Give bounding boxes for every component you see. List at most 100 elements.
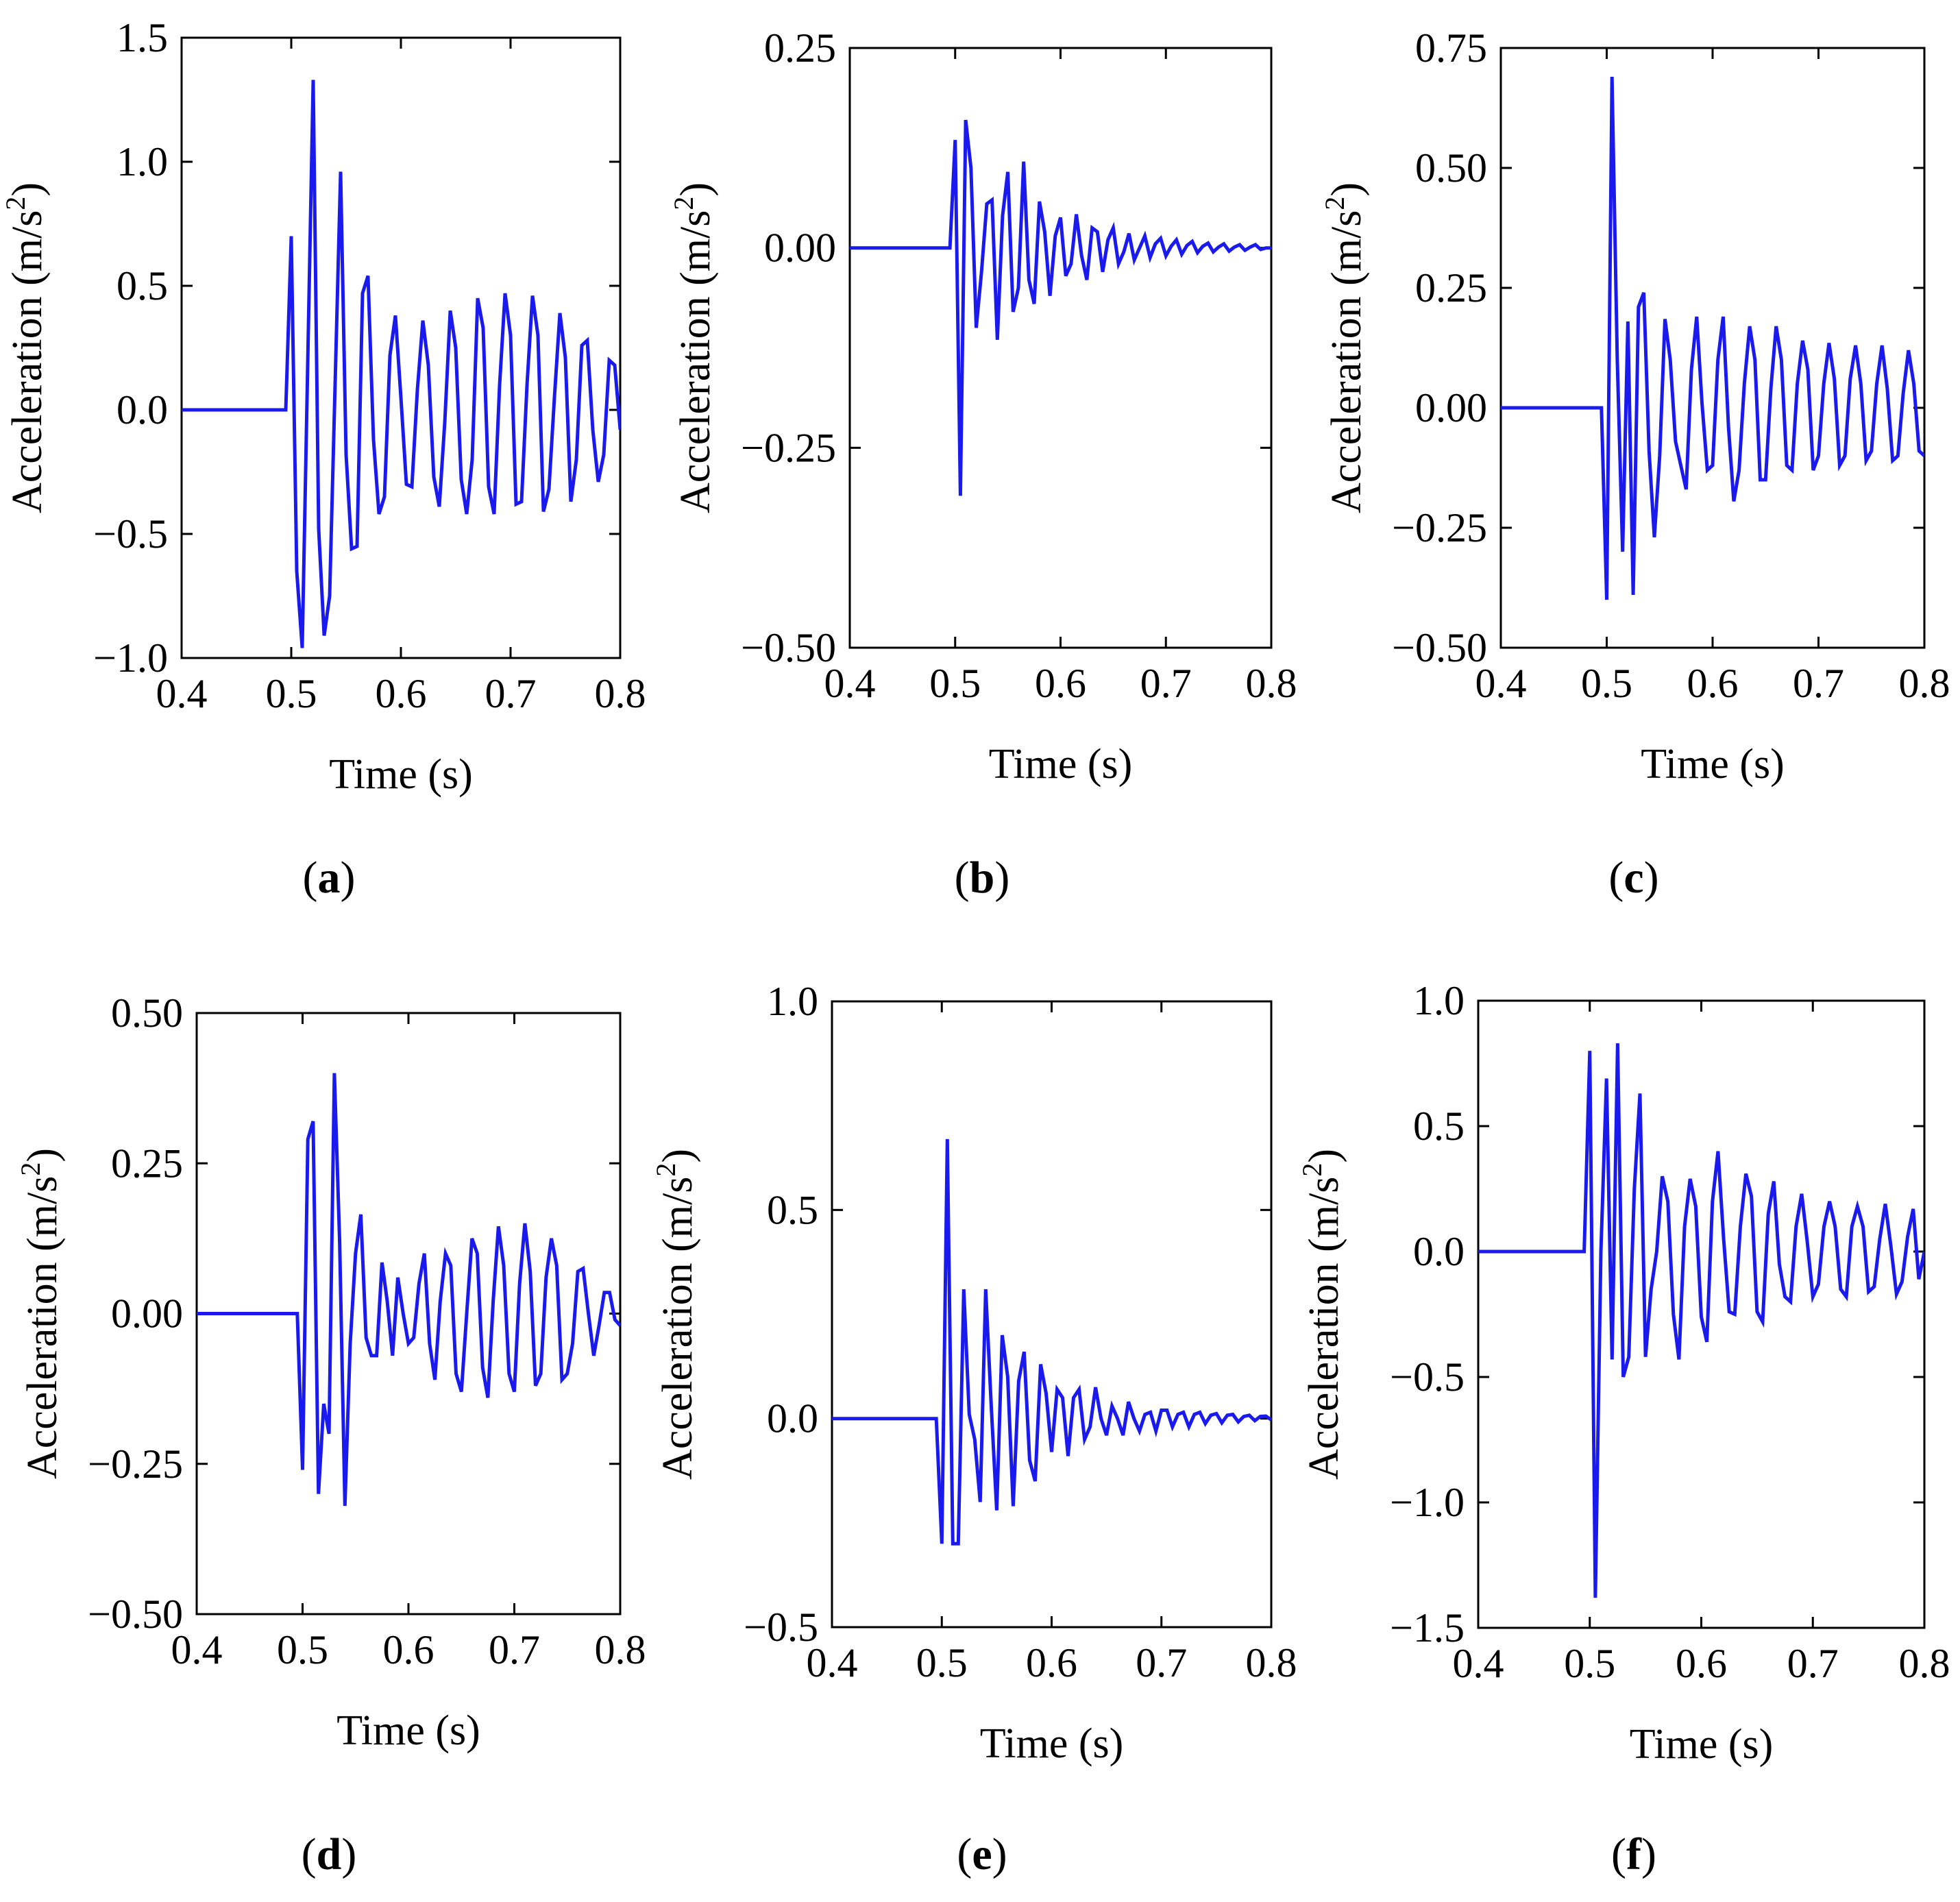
x-axis-label: Time (s): [989, 741, 1133, 788]
y-tick-label: −1.0: [1390, 1480, 1465, 1525]
y-axis-label-superscript: 2: [15, 1162, 46, 1176]
x-axis-label: Time (s): [980, 1720, 1124, 1767]
y-tick-label: 1.0: [117, 139, 168, 184]
y-tick-label: −0.25: [1392, 505, 1487, 550]
y-tick-label: 0.25: [1415, 265, 1487, 310]
x-tick-label: 0.8: [1246, 1640, 1297, 1685]
y-tick-label: 0.00: [111, 1291, 183, 1337]
x-tick-label: 0.6: [1687, 661, 1739, 706]
panel-label-letter: c: [1624, 853, 1643, 903]
x-tick-label: 0.7: [489, 1627, 540, 1672]
x-axis-label: Time (s): [1630, 1721, 1774, 1768]
y-axis-label-tail: ): [4, 182, 51, 197]
x-tick-label: 0.5: [277, 1627, 328, 1672]
x-tick-label: 0.6: [1035, 661, 1086, 706]
y-tick-label: 0.25: [111, 1141, 183, 1186]
panel-label-letter: a: [318, 853, 341, 903]
y-axis-label-main: Acceleration (m/s: [672, 210, 719, 513]
series-line-acceleration: [182, 80, 620, 648]
x-tick-label: 0.7: [1136, 1640, 1187, 1685]
panel-label-open-paren: (: [302, 1829, 317, 1879]
y-tick-label: −0.50: [88, 1592, 183, 1637]
y-tick-label: 0.5: [117, 263, 168, 308]
x-axis-label: Time (s): [336, 1707, 480, 1754]
panel-label-letter: b: [970, 853, 995, 903]
y-tick-label: 0.50: [1415, 145, 1487, 191]
x-tick-label: 0.6: [383, 1627, 434, 1672]
panel-label-open-paren: (: [955, 853, 970, 903]
chart-panel-d: 0.4 0.5 0.6 0.7 0.8 −0.50 −0.25 0.00 0.25 0.50 Tim…: [15, 990, 646, 1754]
y-axis-label-main: Acceleration (m/s: [1301, 1177, 1347, 1480]
x-tick-label: 0.7: [485, 671, 537, 716]
panel-label-close-paren: ): [341, 853, 356, 903]
x-tick-label: 0.7: [1787, 1641, 1839, 1686]
x-axis-label: Time (s): [329, 751, 473, 798]
x-tick-label: 0.7: [1140, 661, 1192, 706]
y-tick-label: −1.5: [1390, 1605, 1465, 1650]
y-tick-label: 0.5: [767, 1187, 818, 1232]
x-tick-label: 0.5: [1564, 1641, 1615, 1686]
y-axis-label: Acceleration (m/s2): [650, 1149, 701, 1480]
x-tick-label: 0.8: [595, 1627, 646, 1672]
panel-label-close-paren: ): [341, 1829, 356, 1879]
panel-label-open-paren: (: [1611, 1829, 1626, 1879]
y-axis-label-main: Acceleration (m/s: [1323, 210, 1370, 513]
y-tick-label: 0.00: [1415, 385, 1487, 430]
y-axis-label: Acceleration (m/s2): [15, 1148, 66, 1479]
y-axis-label: Acceleration (m/s2): [668, 182, 719, 513]
chart-panel-e: 0.4 0.5 0.6 0.7 0.8 −0.5 0.0 0.5 1.0 Time (s) Acce…: [650, 979, 1297, 1767]
series-line-acceleration: [1478, 1043, 1924, 1598]
y-tick-label: −0.50: [741, 625, 836, 670]
x-tick-label: 0.4: [807, 1640, 858, 1685]
y-axis-label-superscript: 2: [668, 197, 699, 210]
y-axis-label-superscript: 2: [650, 1163, 681, 1177]
y-axis-label-superscript: 2: [0, 197, 31, 210]
y-axis-label-tail: ): [1323, 182, 1370, 197]
series-line-acceleration: [1501, 76, 1924, 600]
x-tick-label: 0.8: [1899, 661, 1950, 706]
y-axis-label-main: Acceleration (m/s: [4, 210, 51, 513]
x-tick-label: 0.4: [824, 661, 876, 706]
x-tick-label: 0.4: [1453, 1641, 1504, 1686]
x-tick-label: 0.4: [156, 671, 208, 716]
panel-label: (a): [303, 853, 356, 903]
y-axis-label-tail: ): [672, 182, 719, 197]
series-line-acceleration: [832, 1138, 1271, 1546]
y-axis-label: Acceleration (m/s2): [1319, 182, 1370, 513]
y-tick-label: 1.5: [117, 15, 168, 60]
panel-label-open-paren: (: [957, 1829, 972, 1879]
panel-label-letter: f: [1626, 1829, 1642, 1879]
panel-label-close-paren: ): [1641, 1829, 1656, 1879]
y-tick-label: 0.5: [1413, 1104, 1465, 1149]
series-line-acceleration: [197, 1073, 620, 1507]
x-tick-label: 0.8: [1246, 661, 1297, 706]
y-axis-label-superscript: 2: [1297, 1163, 1327, 1177]
chart-panel-b: 0.4 0.5 0.6 0.7 0.8 −0.50 −0.25 0.00 0.25 Time (s…: [668, 25, 1297, 788]
panel-label: (d): [302, 1829, 357, 1879]
y-axis-label-tail: ): [19, 1148, 66, 1162]
chart-panel-f: 0.4 0.5 0.6 0.7 0.8 −1.5 −1.0 −0.5 0.0 0.5 1.0 Time…: [1297, 978, 1950, 1768]
y-tick-label: −0.5: [1390, 1354, 1465, 1400]
y-axis-label-main: Acceleration (m/s: [654, 1177, 701, 1480]
x-tick-label: 0.6: [376, 671, 427, 716]
y-tick-label: 1.0: [1413, 978, 1465, 1023]
x-tick-label: 0.6: [1026, 1640, 1077, 1685]
x-tick-label: 0.6: [1676, 1641, 1727, 1686]
chart-panel-c: 0.4 0.5 0.6 0.7 0.8 −0.50 −0.25 0.00 0.25 0.50 0.7…: [1319, 25, 1950, 788]
y-axis-label-superscript: 2: [1319, 197, 1350, 210]
x-tick-label: 0.7: [1793, 661, 1844, 706]
y-axis-label: Acceleration (m/s2): [1297, 1149, 1347, 1480]
panel-label: (c): [1608, 853, 1658, 903]
y-axis-label-tail: ): [1301, 1149, 1347, 1163]
panel-label: (f): [1611, 1829, 1656, 1879]
x-tick-label: 0.5: [1581, 661, 1632, 706]
y-tick-label: 0.75: [1415, 25, 1487, 71]
panel-label: (b): [955, 853, 1010, 903]
x-axis-label: Time (s): [1641, 741, 1785, 788]
panel-label-open-paren: (: [1608, 853, 1624, 903]
y-tick-label: −0.5: [93, 511, 168, 557]
panel-label-open-paren: (: [303, 853, 318, 903]
panel-label-letter: e: [972, 1829, 992, 1879]
